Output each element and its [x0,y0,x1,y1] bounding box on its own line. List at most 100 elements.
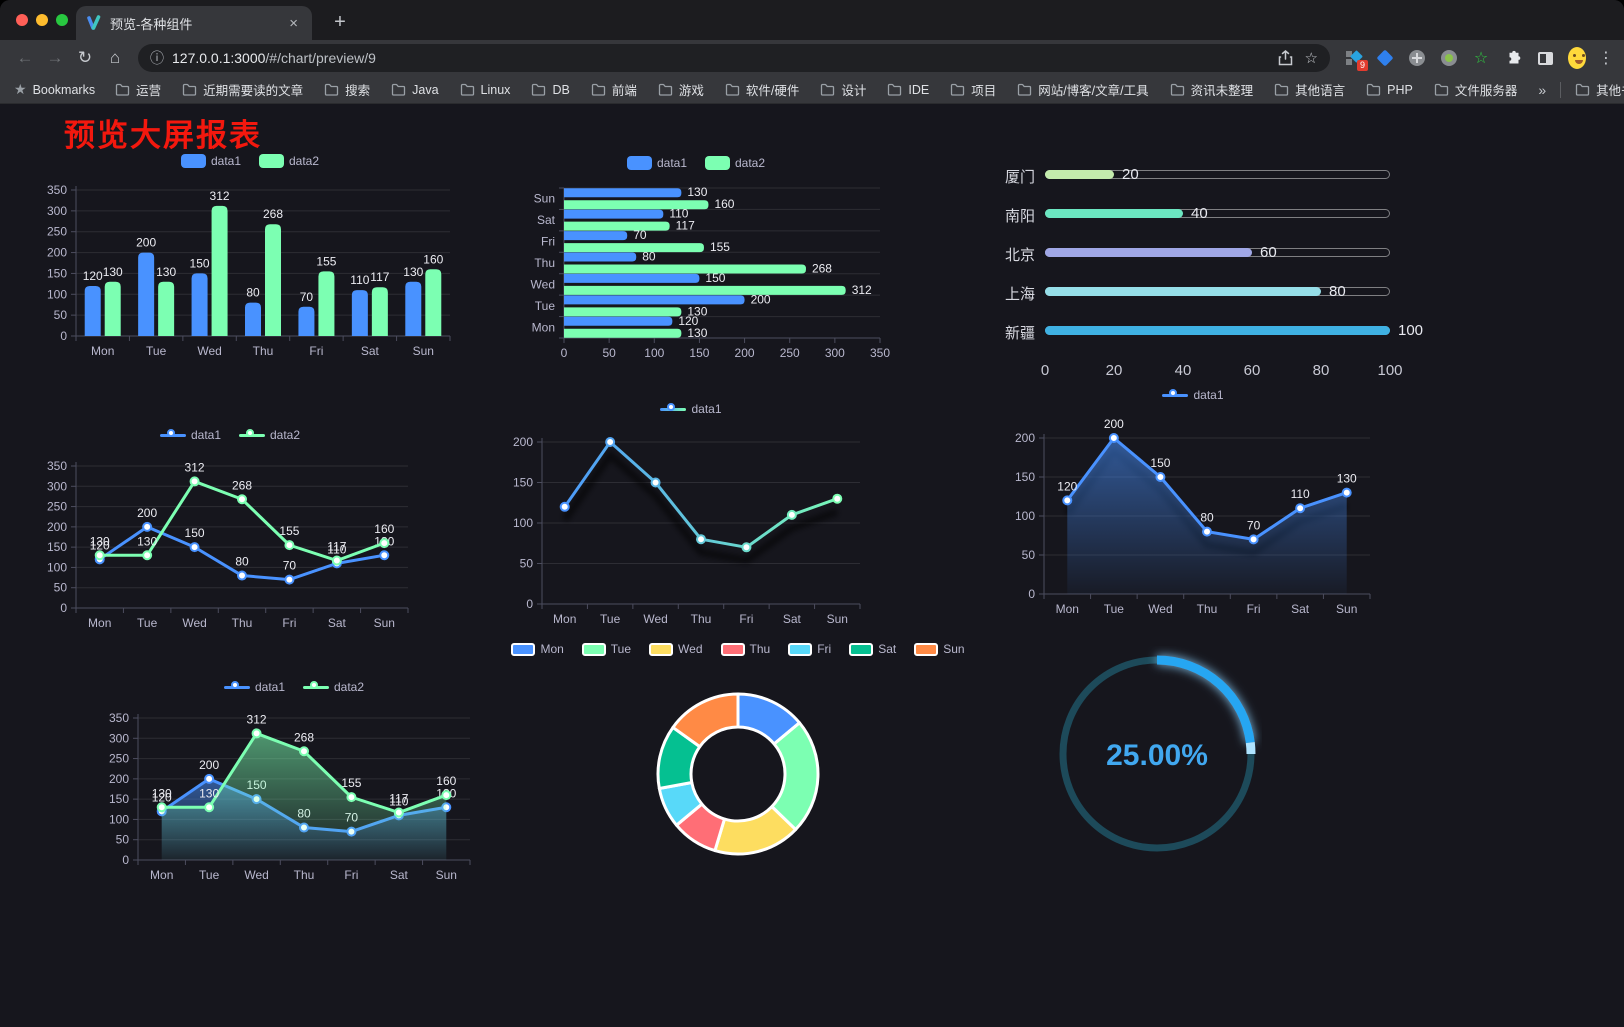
back-icon[interactable]: ← [16,48,34,67]
svg-text:100: 100 [1015,509,1035,523]
progress-row-厦门[interactable]: 厦门 20 [995,166,1425,186]
legend-item-data1[interactable]: data1 [180,154,241,168]
svg-text:117: 117 [389,792,408,806]
svg-text:268: 268 [812,262,832,276]
svg-text:80: 80 [246,286,260,300]
horizontal-bar-chart[interactable]: data1 data2 0 50 100 150 200 250 300 350 Sun 130 160… [500,150,892,362]
bookmark-item[interactable]: DB [531,83,570,97]
svg-text:0: 0 [122,853,129,867]
legend-item-data2[interactable]: data2 [705,156,765,170]
svg-text:130: 130 [687,304,707,318]
share-icon[interactable] [1278,50,1293,66]
two-series-line-chart[interactable]: data1 data2 0 50 100 150 200 250 300 350 Mon Tue Wed… [40,424,420,638]
svg-text:Tue: Tue [137,616,158,630]
bookmark-item[interactable]: Linux [460,83,510,97]
bookmark-item[interactable]: 项目 [950,80,996,99]
progress-row-上海[interactable]: 上海 80 [995,283,1425,303]
window-maximize-button[interactable] [56,14,68,26]
bookmarks-overflow-icon[interactable]: » [1538,81,1547,98]
bookmark-item[interactable]: 搜索 [324,80,370,99]
two-series-area-chart[interactable]: data1 data2 0 50 100 150 200 250 300 350 Mon Tue Wed… [104,676,484,888]
legend-item-data2[interactable]: data2 [303,680,364,694]
bookmark-item[interactable]: 软件/硬件 [725,80,799,99]
legend-item-Thu[interactable]: Thu [720,642,770,656]
bookmark-item[interactable]: 前端 [591,80,637,99]
tab-close-icon[interactable]: × [289,14,298,32]
donut-chart[interactable]: Mon Tue Wed Thu Fri Sat Sun [511,638,965,890]
grouped-bar-chart[interactable]: data1 data2 0 50 100 150 200 250 300 350 Mon Tue Wed… [40,148,460,364]
progress-value: 40 [1191,205,1208,222]
progress-row-新疆[interactable]: 新疆 100 [995,322,1425,342]
window-minimize-button[interactable] [36,14,48,26]
legend-marker [259,154,284,168]
snowflake-extension-icon[interactable] [1408,49,1426,67]
bookmark-star-icon[interactable]: ☆ [1304,50,1318,67]
bookmark-item[interactable]: 游戏 [658,80,704,99]
svg-text:130: 130 [103,265,123,279]
legend-marker [239,428,265,437]
browser-tab[interactable]: 预览-各种组件 × [76,6,312,40]
extensions-puzzle-icon[interactable] [1504,49,1522,67]
site-info-icon[interactable]: ⓘ [150,50,164,66]
side-panel-icon[interactable] [1536,49,1554,67]
reload-icon[interactable]: ↻ [77,48,93,67]
city-progress-chart[interactable]: 厦门 20 南阳 40 北京 60 上海 80 新疆 100 0 20 40 60 80 100 [995,150,1425,390]
bookmark-item[interactable]: PHP [1366,83,1413,97]
bookmark-item[interactable]: Java [391,83,439,97]
svg-text:Tue: Tue [199,868,220,882]
legend-marker [1162,388,1189,397]
bookmark-item[interactable]: 其他语言 [1274,80,1345,99]
url-bar[interactable]: ⓘ 127.0.0.1:3000 /#/chart/preview/9 ☆ [138,44,1330,72]
proxy-extension-icon[interactable]: 9 [1344,49,1368,71]
bookmark-item[interactable]: 运营 [115,80,161,99]
legend-item-data1[interactable]: data1 [626,156,687,170]
star-extension-icon[interactable]: ☆ [1473,50,1489,67]
gradient-line-chart[interactable]: data1 0 50 100 150 200 Mon Tue Wed Thu Fri Sat Sun [508,396,874,628]
bookmark-item[interactable]: 设计 [820,80,866,99]
record-extension-icon[interactable] [1440,49,1458,67]
gem-extension-icon[interactable] [1376,49,1394,67]
legend-item-data2[interactable]: data2 [259,154,319,168]
legend-item-Fri[interactable]: Fri [788,642,831,656]
profile-avatar[interactable] [1568,47,1586,69]
folder-icon [888,83,902,96]
legend-item-data1[interactable]: data1 [159,428,221,442]
legend-item-Tue[interactable]: Tue [581,642,631,656]
progress-label: 上海 [1004,286,1035,303]
legend-item-data1[interactable]: data1 [223,680,285,694]
legend-item-Sun[interactable]: Sun [914,642,965,656]
bookmark-item[interactable]: 文件服务器 [1434,80,1517,99]
window-close-button[interactable] [16,14,28,26]
bookmark-item[interactable]: 网站/博客/文章/工具 [1017,80,1149,99]
progress-row-南阳[interactable]: 南阳 40 [995,205,1425,225]
folder-icon [324,83,339,96]
bookmark-item[interactable]: 近期需要读的文章 [182,80,303,99]
gauge-chart[interactable]: 25.00% [1052,646,1262,862]
svg-text:200: 200 [47,520,67,534]
legend-item-Mon[interactable]: Mon [511,642,564,656]
svg-text:150: 150 [47,540,67,554]
legend-item-data2[interactable]: data2 [239,428,300,442]
bookmark-item[interactable]: IDE [887,83,929,97]
legend-item-Wed[interactable]: Wed [649,642,703,656]
svg-text:Thu: Thu [253,344,274,358]
legend-item-data1[interactable]: data1 [1162,388,1224,402]
svg-text:200: 200 [1015,431,1035,445]
bookmark-item[interactable]: 资讯未整理 [1170,80,1253,99]
svg-text:50: 50 [54,581,68,595]
progress-label: 北京 [1004,247,1035,264]
home-icon[interactable]: ⌂ [109,48,121,67]
single-area-chart[interactable]: data1 0 50 100 150 200 Mon Tue Wed Thu Fri Sat Sun 12… [1000,386,1386,616]
progress-value: 60 [1260,244,1277,261]
progress-row-北京[interactable]: 北京 60 [995,244,1425,264]
progress-fill [1045,209,1183,218]
svg-text:120: 120 [678,314,698,328]
legend-item-data1[interactable]: data1 [660,402,722,416]
forward-icon[interactable]: → [46,48,64,67]
other-bookmarks-folder[interactable]: 其他书签 [1575,80,1624,99]
svg-text:130: 130 [687,326,707,340]
legend-item-Sat[interactable]: Sat [849,642,896,656]
browser-menu-icon[interactable]: ⋮ [1598,50,1614,67]
svg-text:120: 120 [90,538,110,552]
new-tab-button[interactable]: + [334,11,346,33]
